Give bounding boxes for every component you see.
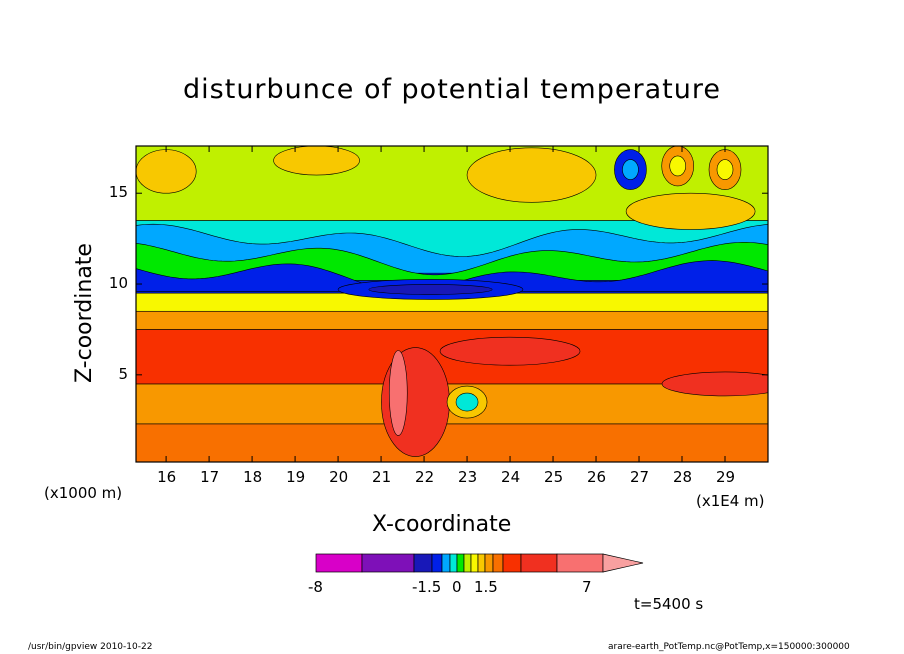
x-tick-label: 19 xyxy=(286,468,306,486)
x-tick-label: 22 xyxy=(415,468,435,486)
x-tick-label: 23 xyxy=(458,468,478,486)
x-tick-label: 20 xyxy=(329,468,349,486)
y-tick-label: 15 xyxy=(108,183,128,202)
field-group xyxy=(136,146,768,462)
y-tick-label: 5 xyxy=(118,364,128,383)
colorbar-segment-8 xyxy=(470,553,479,573)
colorbar-label: 0 xyxy=(452,578,462,596)
upper-warm-patch-0 xyxy=(136,149,197,194)
upper-cell-core-0 xyxy=(622,159,639,180)
colorbar-segment-11 xyxy=(492,553,504,573)
min-band-core xyxy=(368,284,493,295)
x-tick-label: 21 xyxy=(372,468,392,486)
colorbar-label: 1.5 xyxy=(474,578,498,596)
colorbar-label: -1.5 xyxy=(412,578,442,596)
field-layer-0 xyxy=(136,423,768,462)
colorbar-segment-6 xyxy=(456,553,465,573)
colorbar-segment-7 xyxy=(463,553,472,573)
y-axis-label: Z-coordinate xyxy=(72,243,97,383)
colorbar-segment-5 xyxy=(449,553,458,573)
colorbar-label: 7 xyxy=(582,578,592,596)
time-label: t=5400 s xyxy=(634,595,704,613)
x-tick-label: 24 xyxy=(501,468,521,486)
x-tick-label: 16 xyxy=(157,468,177,486)
colorbar-segment-9 xyxy=(477,553,486,573)
plot-frame xyxy=(135,145,769,463)
warm-band-mid xyxy=(439,336,581,366)
x-unit-label: (x1E4 m) xyxy=(696,492,765,510)
field-layer-3 xyxy=(136,310,768,330)
colorbar-segment-13 xyxy=(520,553,558,573)
footer-left: /usr/bin/gpview 2010-10-22 xyxy=(28,642,153,652)
warm-band xyxy=(661,371,768,397)
colorbar-segment-4 xyxy=(441,553,451,573)
colorbar-segment-2 xyxy=(413,553,433,573)
footer-right: arare-earth_PotTemp.nc@PotTemp,x=150000:… xyxy=(608,642,850,652)
colorbar-segment-14 xyxy=(556,553,604,573)
upper-cell-core-1 xyxy=(669,155,687,177)
upper-warm-patch-2 xyxy=(466,147,597,203)
y-unit-label: (x1000 m) xyxy=(44,484,123,502)
x-tick-label: 28 xyxy=(673,468,693,486)
colorbar-segment-3 xyxy=(431,553,443,573)
x-tick-label: 27 xyxy=(630,468,650,486)
colorbar-segment-12 xyxy=(502,553,522,573)
colorbar-label: -8 xyxy=(308,578,323,596)
cold-core-inner xyxy=(455,392,479,412)
x-tick-label: 26 xyxy=(587,468,607,486)
upper-cell-core-2 xyxy=(716,159,734,180)
upper-warm-patch-1 xyxy=(273,146,360,176)
y-tick-label: 10 xyxy=(108,274,128,293)
colorbar-arrow xyxy=(602,553,644,573)
chart-title: disturbunce of potential temperature xyxy=(183,74,721,105)
colorbar-segment-10 xyxy=(484,553,494,573)
x-tick-label: 18 xyxy=(243,468,263,486)
x-tick-label: 29 xyxy=(716,468,736,486)
colorbar-segment-0 xyxy=(315,553,363,573)
x-tick-label: 25 xyxy=(544,468,564,486)
x-tick-label: 17 xyxy=(200,468,220,486)
plume-core xyxy=(388,350,408,436)
colorbar-segment-1 xyxy=(361,553,415,573)
upper-warm-patch-3 xyxy=(625,192,756,230)
